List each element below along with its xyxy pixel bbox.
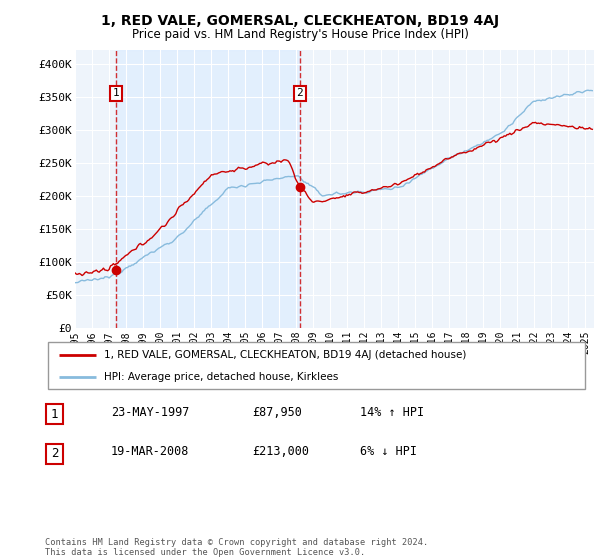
Bar [116,50,300,328]
Text: Contains HM Land Registry data © Crown copyright and database right 2024.
This d: Contains HM Land Registry data © Crown c… [45,538,428,557]
Text: 1, RED VALE, GOMERSAL, CLECKHEATON, BD19 4AJ (detached house): 1, RED VALE, GOMERSAL, CLECKHEATON, BD19… [104,350,467,360]
Text: 14% ↑ HPI: 14% ↑ HPI [360,406,424,419]
Text: 23-MAY-1997: 23-MAY-1997 [111,406,190,419]
Text: £87,950: £87,950 [252,406,302,419]
Text: £213,000: £213,000 [252,445,309,459]
Text: Price paid vs. HM Land Registry's House Price Index (HPI): Price paid vs. HM Land Registry's House … [131,28,469,41]
Text: 1: 1 [51,408,58,421]
Text: 1: 1 [112,88,119,99]
Text: 2: 2 [51,447,58,460]
Text: HPI: Average price, detached house, Kirklees: HPI: Average price, detached house, Kirk… [104,372,339,382]
Text: 1, RED VALE, GOMERSAL, CLECKHEATON, BD19 4AJ: 1, RED VALE, GOMERSAL, CLECKHEATON, BD19… [101,14,499,28]
Text: 19-MAR-2008: 19-MAR-2008 [111,445,190,459]
Text: 2: 2 [296,88,304,99]
Text: 6% ↓ HPI: 6% ↓ HPI [360,445,417,459]
